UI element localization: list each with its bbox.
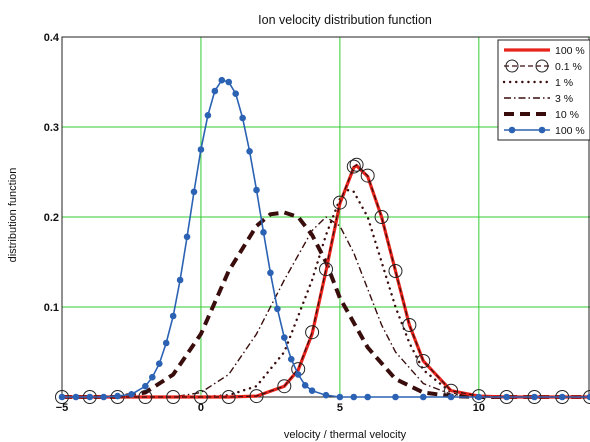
series-point-1 — [249, 389, 264, 404]
y-tick-label: 0.1 — [44, 302, 59, 314]
legend-label: 10 % — [555, 109, 579, 121]
series-point-5 — [586, 393, 590, 401]
series-point-1 — [374, 210, 389, 224]
series-point-1 — [349, 157, 364, 172]
legend-box — [497, 39, 590, 141]
series-point-5 — [447, 393, 455, 401]
series-point-5 — [58, 393, 66, 401]
series-point-5 — [86, 393, 94, 401]
series-point-1 — [138, 390, 153, 404]
series-point-5 — [419, 393, 427, 401]
series-point-5 — [336, 393, 344, 401]
series-point-5 — [176, 276, 184, 284]
series-point-5 — [253, 186, 260, 194]
series-line-0 — [62, 163, 590, 399]
chart-title: Ion velocity distribution function — [258, 13, 432, 27]
legend-label: 0.1 % — [555, 61, 582, 73]
x-tick-label: 5 — [337, 402, 343, 414]
series-point-1 — [402, 318, 417, 332]
series-point-5 — [274, 305, 281, 313]
series-point-5 — [475, 393, 483, 401]
series-point-5 — [204, 112, 212, 119]
series-point-1 — [388, 264, 403, 278]
legend-marker — [535, 59, 549, 73]
series-point-1 — [360, 168, 375, 183]
series-point-5 — [364, 393, 371, 401]
y-tick-label: 0.3 — [44, 122, 59, 134]
series-point-5 — [142, 382, 149, 390]
series-point-5 — [294, 371, 302, 378]
series-point-5 — [190, 188, 198, 196]
legend-label: 100 % — [555, 125, 585, 137]
series-point-1 — [221, 390, 236, 404]
series-point-1 — [277, 379, 292, 394]
x-tick-label: −5 — [56, 402, 69, 414]
series-point-5 — [183, 233, 191, 241]
series-point-5 — [503, 393, 510, 401]
series-point-5 — [128, 391, 135, 398]
series-point-5 — [392, 393, 399, 401]
series-point-1 — [471, 389, 486, 404]
series-point-5 — [155, 360, 163, 368]
x-axis-label: velocity / thermal velocity — [284, 429, 407, 441]
x-tick-label: 10 — [473, 402, 485, 414]
series-point-5 — [260, 229, 267, 236]
series-line-1 — [62, 164, 590, 398]
series-point-5 — [239, 114, 246, 122]
series-point-1 — [416, 354, 431, 368]
series-point-5 — [149, 373, 156, 381]
series-point-5 — [246, 148, 253, 155]
series-point-5 — [267, 269, 274, 277]
legend-label: 100 % — [555, 45, 585, 57]
series-point-5 — [301, 382, 309, 389]
series-point-5 — [322, 391, 330, 399]
series-point-5 — [114, 392, 121, 400]
y-tick-label: 0.4 — [44, 32, 60, 44]
series-point-1 — [319, 262, 333, 277]
plot-area: −5 0 5 10 0.1 0.2 0.3 0.4 — [44, 32, 590, 414]
legend-marker — [505, 59, 519, 73]
series-point-5 — [232, 90, 239, 97]
series-line-4 — [62, 210, 590, 399]
legend-marker — [508, 126, 516, 134]
series-point-1 — [193, 390, 208, 404]
series-point-1 — [346, 159, 361, 174]
series-point-5 — [350, 393, 358, 401]
series-point-5 — [308, 387, 316, 395]
y-tick-label: 0.2 — [44, 212, 59, 224]
legend-label: 3 % — [555, 93, 573, 105]
series-point-5 — [218, 76, 226, 84]
series-point-5 — [162, 339, 170, 347]
series-point-5 — [225, 78, 233, 86]
series-line-2 — [60, 188, 590, 399]
series-point-5 — [531, 393, 538, 401]
series-point-5 — [287, 355, 295, 363]
series-point-1 — [332, 195, 347, 210]
series-point-1 — [166, 390, 181, 404]
series-point-5 — [558, 393, 566, 401]
legend-label: 1 % — [555, 77, 573, 89]
series-point-5 — [100, 393, 107, 401]
series-point-5 — [169, 312, 177, 320]
series-point-1 — [305, 325, 320, 340]
series-point-5 — [281, 334, 288, 341]
series-point-5 — [211, 87, 219, 95]
legend: 100 % 0.1 % 1 % 3 % 10 % 100 % — [497, 39, 590, 141]
y-axis-label: distribution function — [7, 168, 19, 263]
series-point-5 — [72, 393, 80, 401]
series-point-5 — [197, 146, 205, 153]
legend-marker — [538, 126, 546, 134]
x-tick-label: 0 — [198, 402, 204, 414]
